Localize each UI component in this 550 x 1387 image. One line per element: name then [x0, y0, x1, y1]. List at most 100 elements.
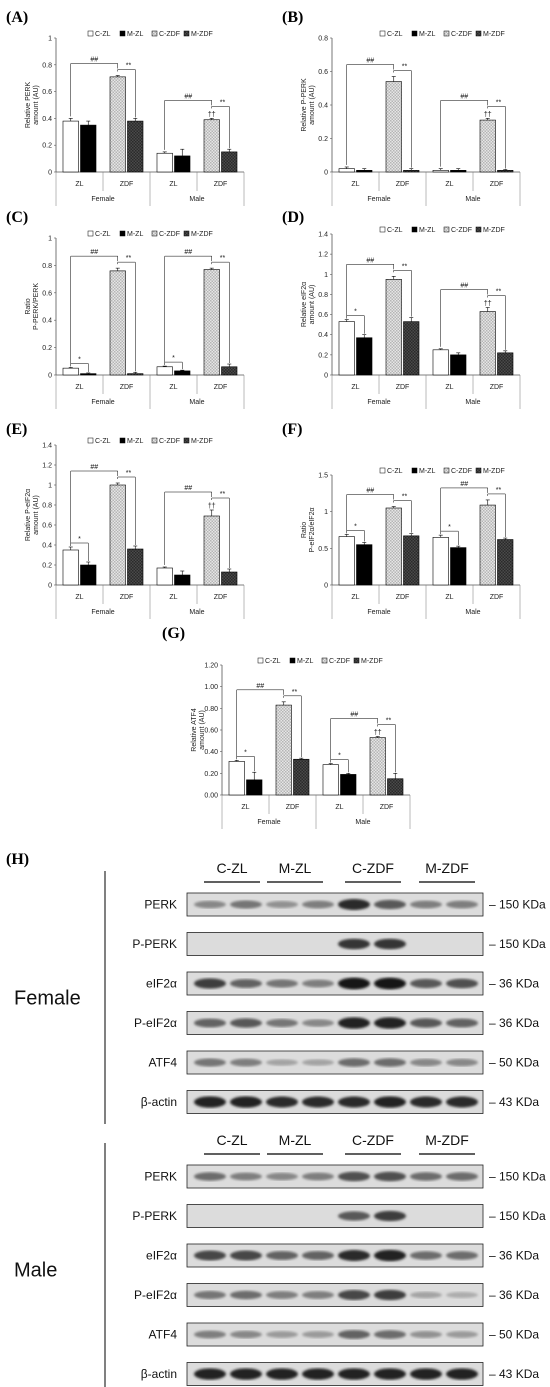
x-group-label: Male: [465, 399, 480, 406]
blot-band: [230, 979, 262, 988]
sex-label: Male: [14, 1260, 57, 1282]
bar: [203, 515, 220, 586]
y-tick-label: 1.2: [318, 252, 328, 259]
sig-bracket: [117, 261, 136, 372]
blot-band: [266, 1096, 298, 1108]
y-tick-label: 0.00: [204, 793, 218, 800]
blot-row-label: β-actin: [141, 1367, 177, 1381]
bar: [450, 547, 467, 586]
bar: [356, 544, 373, 586]
blot-band: [230, 900, 262, 909]
sig-bracket: [211, 261, 230, 364]
y-tick-label: 0: [48, 170, 52, 177]
blot-row-label: PERK: [144, 898, 177, 912]
x-group-label: Female: [91, 399, 114, 406]
y-tick-label: 1.00: [204, 684, 218, 691]
panel-label: (C): [6, 209, 28, 226]
y-tick-label: 1: [324, 509, 328, 516]
legend-entry: C-ZL: [387, 468, 403, 475]
panel-label: (F): [282, 421, 302, 438]
bar: [109, 270, 126, 376]
legend-entry: C-ZDF: [159, 231, 180, 238]
legend-entry: M-ZL: [419, 227, 435, 234]
blot-band: [230, 1172, 262, 1181]
y-tick-label: 0.4: [42, 543, 52, 550]
sig-bracket: [346, 64, 394, 165]
y-tick-label: 0: [324, 170, 328, 177]
legend-entry: M-ZDF: [483, 31, 505, 38]
blot-band: [410, 900, 442, 909]
bar: [385, 279, 402, 376]
x-category-label: ZDF: [396, 384, 410, 391]
x-category-label: ZL: [335, 804, 343, 811]
bar: [156, 567, 173, 586]
dagger-marker: ††: [484, 301, 492, 308]
legend-entry: C-ZDF: [329, 658, 350, 665]
y-tick-label: 0.2: [42, 143, 52, 150]
legend-swatch: [151, 230, 158, 237]
blot-band: [266, 1059, 298, 1066]
legend-swatch: [411, 30, 418, 37]
y-axis-label: Ratio: [301, 522, 308, 538]
molecular-weight-label: – 43 KDa: [489, 1095, 539, 1109]
y-tick-label: 0.2: [318, 136, 328, 143]
chart-d: (D) 0 0.2 0.4 0.6 0.8 1 1.2 1.4 Relative eIF2α amo…: [282, 209, 521, 409]
blot-band: [194, 900, 226, 909]
y-tick-label: 0.6: [318, 312, 328, 319]
bar: [221, 571, 238, 586]
blot-row-label: β-actin: [141, 1095, 177, 1109]
bar: [174, 370, 191, 376]
blot-band: [446, 1331, 478, 1338]
bar: [387, 778, 404, 796]
blot-band: [374, 1058, 406, 1067]
bar: [450, 354, 467, 376]
molecular-weight-label: – 50 KDa: [489, 1056, 539, 1070]
bar: [62, 549, 79, 586]
x-group-label: Male: [189, 609, 204, 616]
bar: [275, 704, 292, 796]
blot-strip: [186, 1283, 484, 1307]
x-category-label: ZL: [445, 594, 453, 601]
y-tick-label: 0.40: [204, 749, 218, 756]
blot-band: [338, 938, 370, 950]
legend-swatch: [443, 30, 450, 37]
sig-marker: **: [220, 255, 226, 262]
blot-band: [446, 1291, 478, 1299]
molecular-weight-label: – 36 KDa: [489, 1016, 539, 1030]
legend-entry: C-ZDF: [159, 31, 180, 38]
blot-strip: [186, 1204, 484, 1228]
x-group-label: Male: [189, 399, 204, 406]
legend-entry: C-ZL: [95, 31, 111, 38]
blot-band: [410, 1251, 442, 1260]
bar: [127, 548, 144, 586]
chart-e: (E) 0 0.2 0.4 0.6 0.8 1 1.2 1.4 Relative P-eIF2α a…: [6, 421, 245, 619]
bar: [80, 564, 97, 586]
bar: [340, 774, 357, 796]
sig-marker: *: [172, 355, 175, 362]
blot-band: [410, 1330, 442, 1339]
y-tick-label: 0.8: [42, 263, 52, 270]
legend-entry: C-ZDF: [451, 468, 472, 475]
legend-swatch: [379, 226, 386, 233]
blot-band: [374, 1330, 406, 1339]
legend-swatch: [119, 437, 126, 444]
x-category-label: ZDF: [214, 384, 228, 391]
blot-row-label: P-PERK: [132, 937, 177, 951]
y-tick-label: 0.8: [318, 292, 328, 299]
x-category-label: ZL: [445, 181, 453, 188]
x-category-label: ZL: [445, 384, 453, 391]
lane-header: C-ZDF: [352, 860, 394, 876]
sig-bracket: [377, 724, 396, 773]
blot-band: [410, 1018, 442, 1028]
y-tick-label: 0.8: [42, 62, 52, 69]
y-tick-label: 0.5: [318, 546, 328, 553]
blot-band: [230, 1018, 262, 1028]
sig-bracket: [211, 106, 230, 149]
blot-band: [446, 1172, 478, 1181]
blot-band: [230, 1250, 262, 1261]
blot-band: [338, 1017, 370, 1029]
blot-band: [410, 1096, 442, 1108]
sig-bracket: [164, 491, 212, 565]
x-category-label: ZL: [169, 384, 177, 391]
blot-band: [410, 978, 442, 989]
